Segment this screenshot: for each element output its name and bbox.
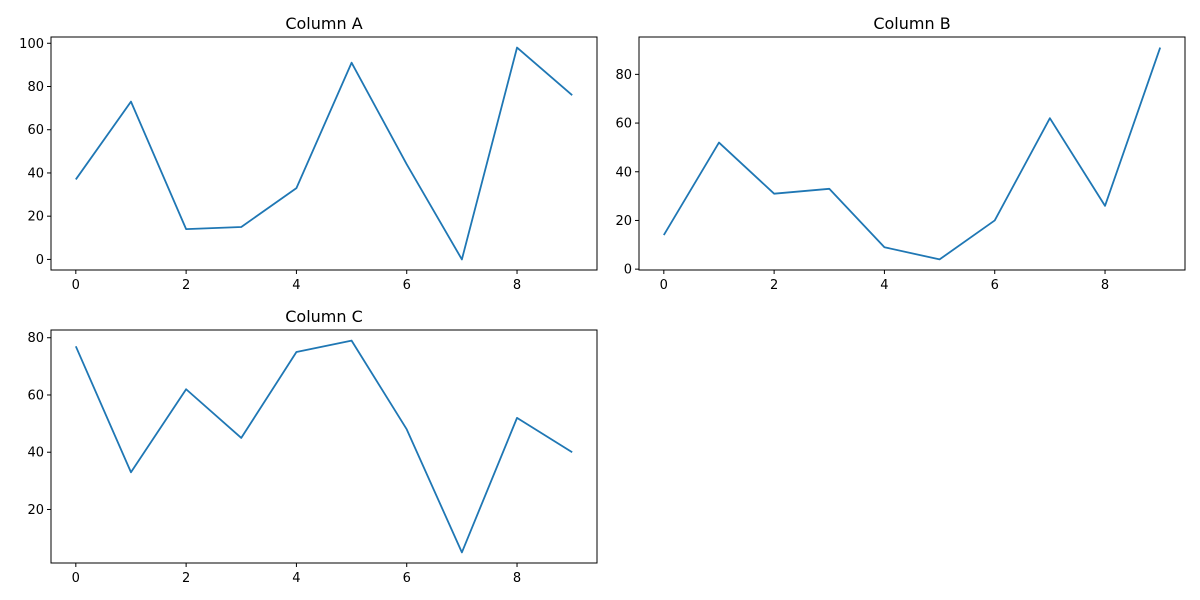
axes-frame: [638, 36, 1186, 271]
y-tick-label: 20: [27, 503, 44, 518]
chart-title: Column A: [285, 14, 362, 33]
x-tick-label: 2: [182, 278, 190, 293]
y-tick-label: 40: [615, 165, 632, 180]
x-tick-label: 4: [292, 278, 300, 293]
x-tick-label: 8: [1101, 278, 1109, 293]
y-tick-label: 60: [27, 123, 44, 138]
y-tick-label: 100: [19, 37, 44, 52]
y-tick-label: 0: [36, 253, 44, 268]
series-line: [663, 47, 1162, 261]
x-tick-label: 6: [403, 571, 411, 586]
y-tick-label: 60: [27, 388, 44, 403]
x-tick-label: 6: [403, 278, 411, 293]
axes-frame: [50, 329, 598, 564]
series-line: [74, 339, 573, 554]
y-tick-label: 20: [27, 210, 44, 225]
x-tick-label: 0: [72, 278, 80, 293]
y-tick-label: 60: [615, 117, 632, 132]
x-tick-label: 2: [182, 571, 190, 586]
x-tick-label: 2: [770, 278, 778, 293]
y-tick-label: 80: [27, 331, 44, 346]
x-tick-label: 4: [292, 571, 300, 586]
x-tick-label: 0: [72, 571, 80, 586]
x-tick-label: 0: [660, 278, 668, 293]
x-tick-label: 8: [513, 571, 521, 586]
chart-title: Column B: [873, 14, 950, 33]
subplot-column-c: Column C 0 2 4 6 8 20 40 60 80: [27, 307, 598, 586]
y-tick-label: 40: [27, 446, 44, 461]
series-line: [75, 46, 573, 261]
y-tick-label: 80: [27, 80, 44, 95]
x-tick-label: 6: [991, 278, 999, 293]
axes-frame: [50, 36, 598, 271]
x-tick-label: 4: [880, 278, 888, 293]
y-tick-label: 20: [615, 214, 632, 229]
y-tick-label: 0: [624, 263, 632, 278]
y-tick-label: 80: [615, 68, 632, 83]
y-tick-label: 40: [27, 166, 44, 181]
x-tick-label: 8: [513, 278, 521, 293]
chart-title: Column C: [285, 307, 363, 326]
